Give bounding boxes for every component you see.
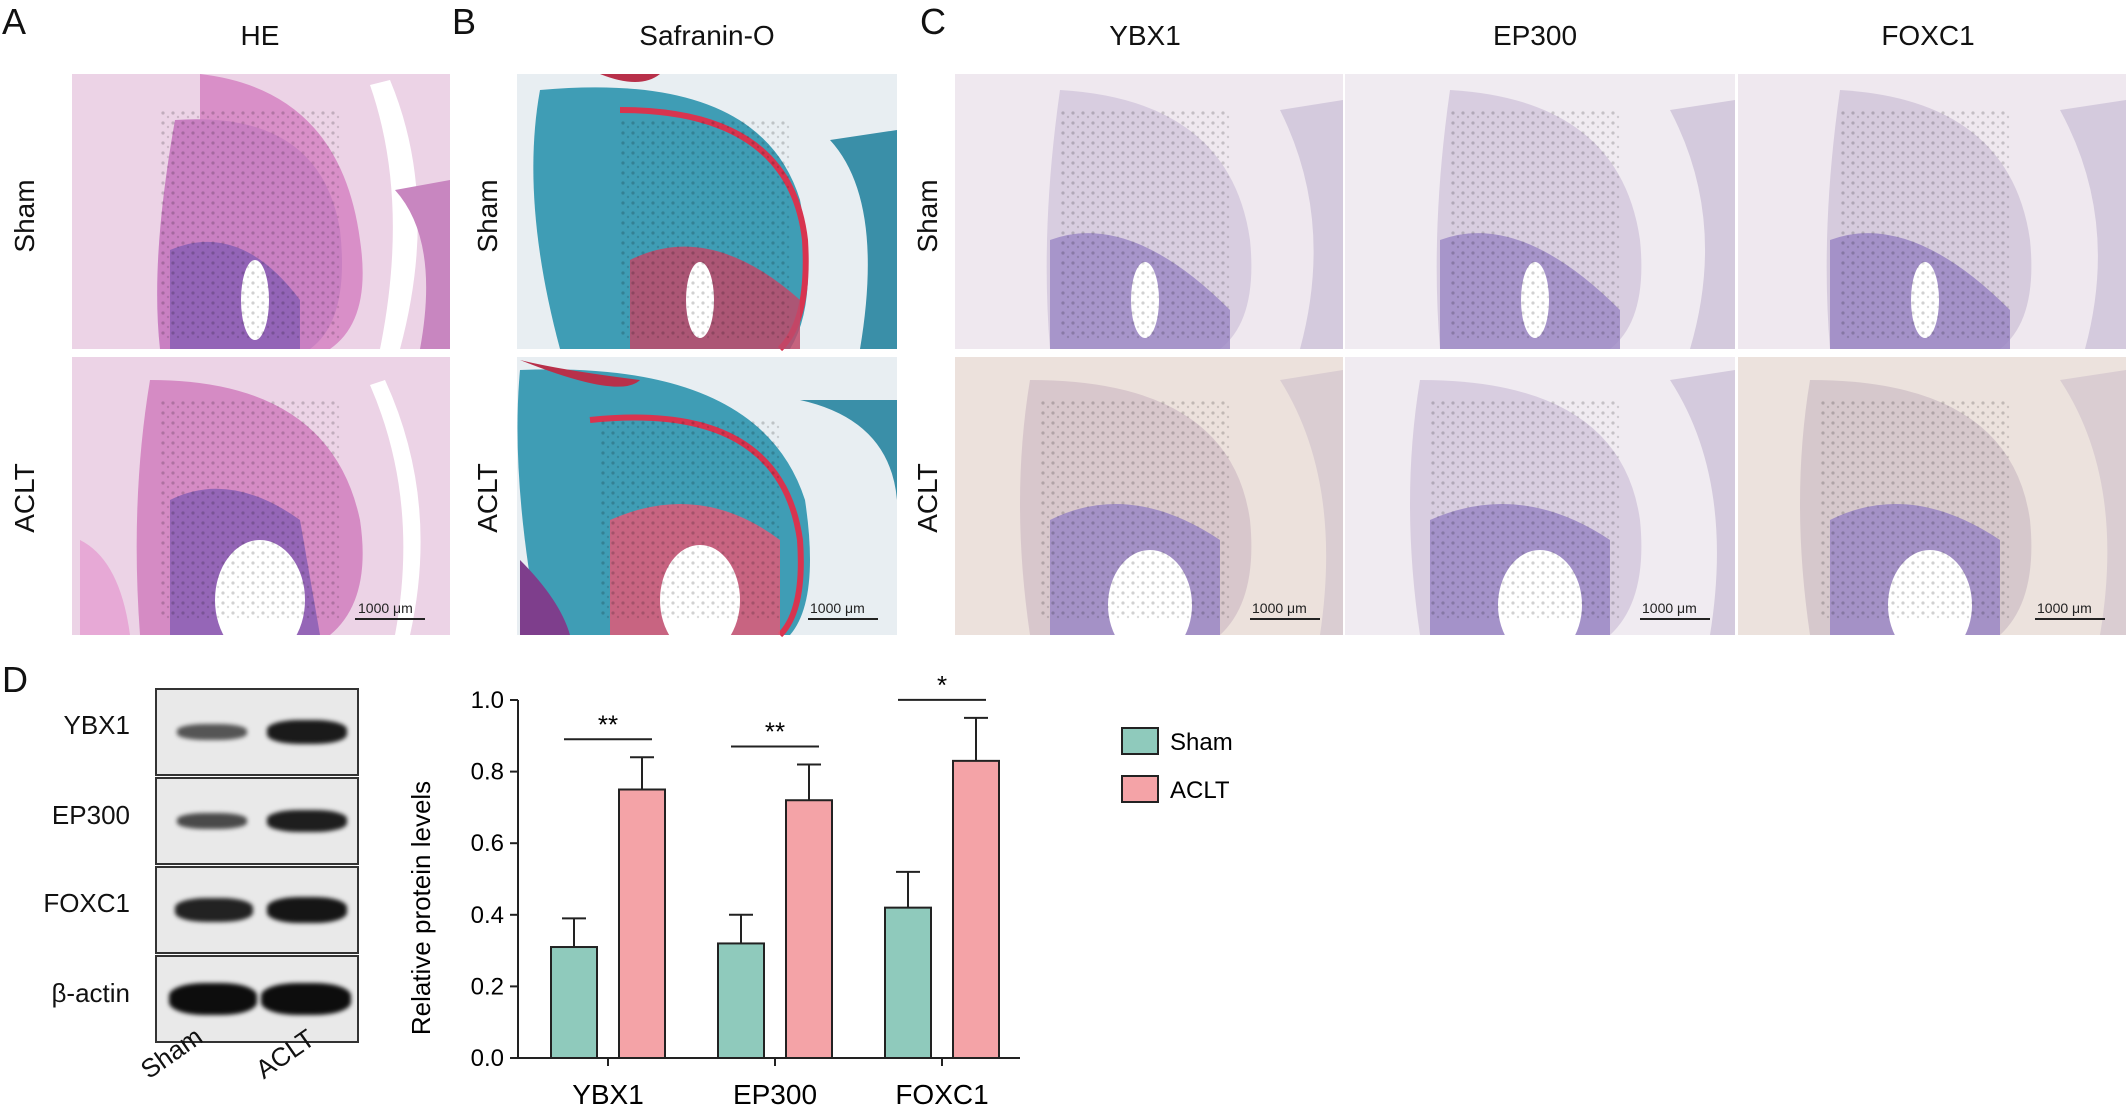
band-sham — [169, 983, 257, 1015]
blot-label-ybx1: YBX1 — [63, 710, 131, 740]
ihc-ep300-aclt-image — [1345, 357, 1735, 640]
title-he: HE — [240, 20, 280, 51]
y-tick-label: 1.0 — [471, 687, 504, 714]
scale-bar-label: 1000 μm — [358, 600, 413, 616]
scale-bar-label: 1000 μm — [810, 600, 865, 616]
band-aclt — [267, 810, 347, 832]
y-tick-label: 0.0 — [471, 1045, 504, 1072]
panel-letter-a: A — [2, 1, 27, 42]
title-ep300: EP300 — [1492, 20, 1578, 51]
significance-marker: ** — [598, 709, 618, 739]
y-tick-label: 0.2 — [471, 973, 504, 1000]
panel-letter-d: D — [2, 659, 28, 700]
y-tick-label: 0.6 — [471, 830, 504, 857]
he-aclt-image — [72, 357, 450, 640]
x-tick-label: YBX1 — [572, 1079, 644, 1110]
band-sham — [177, 813, 247, 829]
scale-bar-label: 1000 μm — [1252, 600, 1307, 616]
y-tick-label: 0.4 — [471, 902, 504, 929]
blot-label-foxc1: FOXC1 — [43, 888, 130, 918]
bar-sham-ybx1 — [550, 946, 598, 1059]
ihc-ybx1-aclt-image — [955, 357, 1343, 640]
blot-strip-foxc1 — [155, 866, 359, 954]
panel-letter-b: B — [452, 1, 477, 42]
y-axis-label: Relative protein levels — [406, 781, 436, 1035]
bar-aclt-foxc1 — [952, 759, 1000, 1060]
title-ybx1: YBX1 — [1109, 20, 1181, 51]
ihc-foxc1-sham-image — [1738, 74, 2126, 349]
band-aclt — [261, 983, 351, 1015]
significance-marker: * — [937, 670, 947, 700]
legend-swatch-aclt — [1121, 775, 1159, 803]
ihc-ybx1-sham-image — [955, 74, 1343, 349]
scale-bar-line — [355, 618, 425, 620]
x-tick-label: EP300 — [733, 1079, 817, 1110]
y-tick-label: 0.8 — [471, 759, 504, 786]
blot-strip-beta-actin — [155, 955, 359, 1043]
histology-images — [72, 74, 2126, 640]
band-aclt — [267, 720, 347, 744]
legend-swatch-sham — [1121, 727, 1159, 755]
band-aclt — [267, 897, 347, 923]
bar-sham-foxc1 — [884, 906, 932, 1059]
title-foxc1: FOXC1 — [1881, 20, 1975, 51]
blot-strip-ep300 — [155, 777, 359, 865]
blot-strip-ybx1 — [155, 688, 359, 776]
bar-sham-ep300 — [717, 942, 765, 1059]
scale-bar-line — [1640, 618, 1710, 620]
panel-letter-c: C — [920, 1, 946, 42]
safranin-aclt-image — [517, 357, 897, 640]
legend-label-aclt: ACLT — [1170, 777, 1230, 804]
band-sham — [175, 898, 253, 922]
ihc-foxc1-aclt-image — [1738, 357, 2126, 640]
scale-bar-line — [808, 618, 878, 620]
scale-bar-label: 1000 μm — [1642, 600, 1697, 616]
scale-bar-label: 1000 μm — [2037, 600, 2092, 616]
scale-bar-line — [1250, 618, 1320, 620]
blot-label-ep300: EP300 — [51, 800, 130, 830]
ihc-ep300-sham-image — [1345, 74, 1735, 349]
bar-chart: Relative protein levels 0.0 0.2 0.4 0.6 0.8 1… — [406, 670, 1233, 1110]
bar-aclt-ep300 — [785, 799, 833, 1060]
scale-bar-line — [2035, 618, 2105, 620]
band-sham — [177, 724, 247, 740]
legend-label-sham: Sham — [1170, 729, 1233, 756]
blot-label-beta-actin: β-actin — [51, 978, 130, 1008]
safranin-sham-image — [517, 74, 897, 352]
bar-aclt-ybx1 — [618, 788, 666, 1059]
significance-marker: ** — [765, 716, 785, 746]
x-tick-label: FOXC1 — [895, 1079, 988, 1110]
he-sham-image — [72, 74, 450, 349]
title-safranin: Safranin-O — [639, 20, 775, 51]
